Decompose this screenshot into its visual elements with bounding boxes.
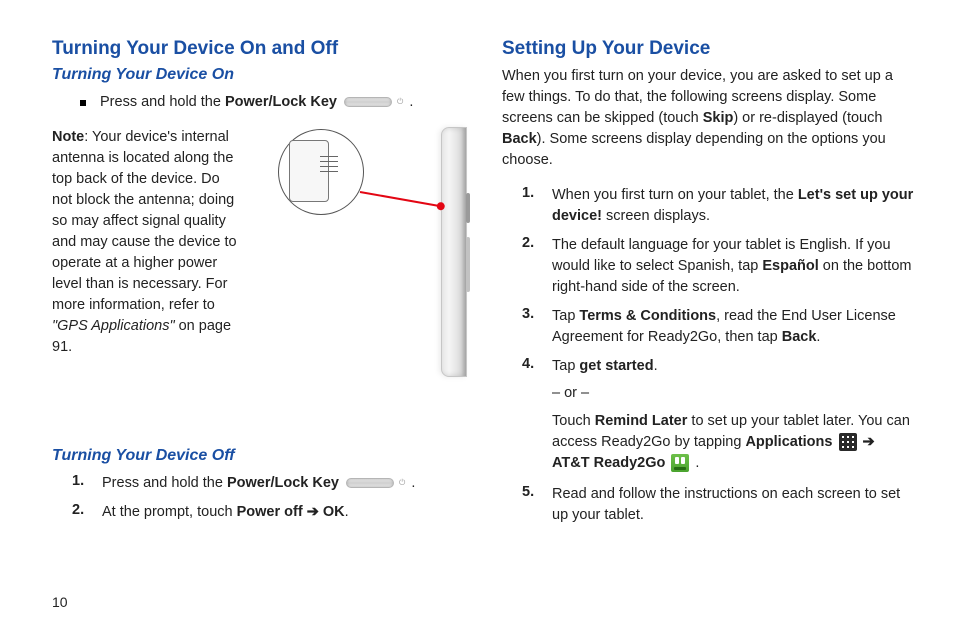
step-number: 1.	[72, 473, 90, 494]
applications-label: Applications	[745, 434, 832, 450]
antenna-detail-icon	[289, 140, 329, 202]
step-off-1: 1. Press and hold the Power/Lock Key ⏻ .	[52, 473, 462, 494]
left-column: Turning Your Device On and Off Turning Y…	[52, 38, 462, 534]
text: Tap	[552, 358, 579, 374]
power-off-ok-label: Power off ➔ OK	[237, 504, 345, 520]
step-setup-3: 3. Tap Terms & Conditions, read the End …	[502, 306, 914, 348]
step-text: When you first turn on your tablet, the …	[552, 185, 914, 227]
skip-label: Skip	[703, 110, 734, 126]
subheading-turning-on: Turning Your Device On	[52, 66, 462, 84]
step-setup-4: 4. Tap get started.	[502, 356, 914, 377]
step-4-alt: Touch Remind Later to set up your tablet…	[552, 411, 914, 474]
step-text: The default language for your tablet is …	[552, 235, 914, 298]
step-number: 5.	[522, 484, 540, 526]
power-symbol-icon: ⏻	[399, 477, 405, 489]
applications-icon	[839, 433, 857, 451]
subheading-turning-off: Turning Your Device Off	[52, 447, 462, 465]
phone-edge-icon	[441, 127, 467, 377]
bullet-text: Press and hold the Power/Lock Key ⏻ .	[100, 92, 413, 113]
power-symbol-icon: ⏻	[397, 96, 403, 108]
callout-circle-icon	[278, 129, 364, 215]
volume-button-icon	[466, 237, 470, 292]
step-text: Tap Terms & Conditions, read the End Use…	[552, 306, 914, 348]
text: At the prompt, touch	[102, 504, 237, 520]
step-text: Tap get started.	[552, 356, 658, 377]
text: .	[816, 329, 820, 345]
back-label: Back	[782, 329, 817, 345]
power-lock-key-icon	[344, 97, 392, 107]
step-setup-1: 1. When you first turn on your tablet, t…	[502, 185, 914, 227]
text: .	[407, 475, 415, 491]
page-number: 10	[52, 594, 68, 610]
gps-reference: "GPS Applications"	[52, 318, 175, 334]
manual-page: Turning Your Device On and Off Turning Y…	[0, 0, 954, 554]
att-ready2go-label: AT&T Ready2Go	[552, 455, 665, 471]
step-number: 2.	[72, 502, 90, 523]
step-number: 1.	[522, 185, 540, 227]
text: .	[654, 358, 658, 374]
note-text: Note: Your device's internal antenna is …	[52, 127, 242, 377]
text: Press and hold the	[100, 94, 225, 110]
power-lock-key-label: Power/Lock Key	[227, 475, 339, 491]
text: Press and hold the	[102, 475, 227, 491]
antenna-note-block: Note: Your device's internal antenna is …	[52, 127, 462, 377]
step-setup-2: 2. The default language for your tablet …	[502, 235, 914, 298]
text: screen displays.	[602, 208, 710, 224]
text: Read and follow the instructions on each…	[552, 486, 900, 523]
remind-later-label: Remind Later	[595, 413, 688, 429]
heading-setting-up: Setting Up Your Device	[502, 38, 914, 60]
text: .	[345, 504, 349, 520]
back-label: Back	[502, 131, 537, 147]
arrow-icon: ➔	[863, 434, 875, 450]
callout-leader-line	[360, 191, 441, 207]
text: Touch	[552, 413, 595, 429]
step-number: 2.	[522, 235, 540, 298]
power-lock-key-label: Power/Lock Key	[225, 94, 337, 110]
step-text: Press and hold the Power/Lock Key ⏻ .	[102, 473, 415, 494]
device-illustration	[260, 127, 462, 377]
terms-label: Terms & Conditions	[579, 308, 716, 324]
power-lock-key-icon	[346, 478, 394, 488]
or-divider: – or –	[552, 385, 914, 401]
text: .	[691, 455, 699, 471]
note-label: Note	[52, 129, 84, 145]
step-text: At the prompt, touch Power off ➔ OK.	[102, 502, 349, 523]
square-bullet-icon	[80, 100, 86, 106]
text: ). Some screens display depending on the…	[502, 131, 886, 168]
step-setup-5: 5. Read and follow the instructions on e…	[502, 484, 914, 526]
bullet-press-hold: Press and hold the Power/Lock Key ⏻ .	[52, 92, 462, 113]
step-off-2: 2. At the prompt, touch Power off ➔ OK.	[52, 502, 462, 523]
step-number: 3.	[522, 306, 540, 348]
step-text: Read and follow the instructions on each…	[552, 484, 914, 526]
intro-paragraph: When you first turn on your device, you …	[502, 66, 914, 171]
heading-device-on-off: Turning Your Device On and Off	[52, 38, 462, 60]
note-body-1: : Your device's internal antenna is loca…	[52, 129, 237, 313]
step-number: 4.	[522, 356, 540, 377]
espanol-label: Español	[762, 258, 818, 274]
ready2go-icon	[671, 454, 689, 472]
text: When you first turn on your tablet, the	[552, 187, 798, 203]
right-column: Setting Up Your Device When you first tu…	[502, 38, 914, 534]
text: Tap	[552, 308, 579, 324]
get-started-label: get started	[579, 358, 653, 374]
text: ) or re-displayed (touch	[733, 110, 882, 126]
text: .	[405, 94, 413, 110]
power-button-icon	[466, 193, 470, 223]
